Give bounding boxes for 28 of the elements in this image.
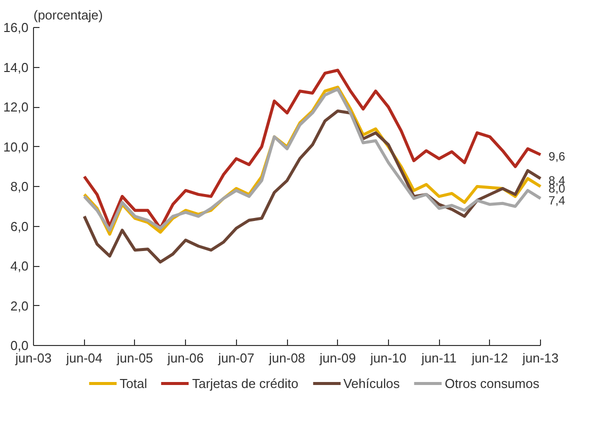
y-tick-label: 4,0 <box>10 258 29 274</box>
x-tick-label: jun-07 <box>217 350 254 366</box>
y-tick-label: 6,0 <box>10 218 29 234</box>
annotation: 9,6 <box>548 150 566 164</box>
legend-label: Otros consumos <box>444 376 540 390</box>
x-tick-label: jun-12 <box>470 350 508 366</box>
y-tick-label: 2,0 <box>10 298 29 314</box>
y-axis-title: (porcentaje) <box>34 8 103 22</box>
y-tick-label: 0,0 <box>10 338 29 353</box>
x-tick-label: jun-13 <box>521 350 559 366</box>
x-tick-label: jun-11 <box>420 350 457 366</box>
x-tick-label: jun-06 <box>166 350 204 366</box>
y-tick-label: 8,0 <box>10 179 29 194</box>
y-tick-label: 10,0 <box>3 139 29 154</box>
x-tick-label: jun-05 <box>116 350 154 366</box>
y-tick-label: 16,0 <box>3 20 29 35</box>
y-tick-label: 12,0 <box>3 100 29 114</box>
x-tick-label: jun-10 <box>369 350 406 366</box>
x-tick-label: jun-08 <box>268 350 306 366</box>
annotation: 7,4 <box>548 193 566 208</box>
line-series <box>82 109 542 264</box>
x-tick-label: jun-09 <box>318 350 356 366</box>
x-tick-label: jun-04 <box>65 350 102 366</box>
legend-label: Total <box>120 376 148 390</box>
legend-label: Tarjetas de crédito <box>192 376 298 390</box>
legend-label: Vehículos <box>343 376 400 390</box>
x-tick-label: jun-03 <box>14 350 52 366</box>
y-tick-label: 14,0 <box>3 60 29 75</box>
